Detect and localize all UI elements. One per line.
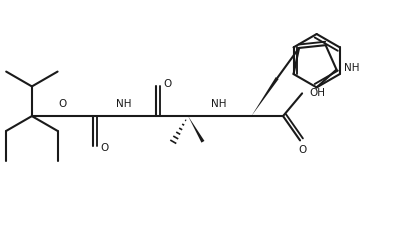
Polygon shape <box>251 77 279 116</box>
Text: O: O <box>164 79 171 90</box>
Text: O: O <box>58 99 67 109</box>
Text: OH: OH <box>309 88 325 98</box>
Text: NH: NH <box>211 99 227 109</box>
Text: NH: NH <box>345 62 360 73</box>
Text: NH: NH <box>116 99 131 109</box>
Polygon shape <box>188 116 204 143</box>
Text: O: O <box>100 143 109 153</box>
Text: O: O <box>298 145 306 155</box>
